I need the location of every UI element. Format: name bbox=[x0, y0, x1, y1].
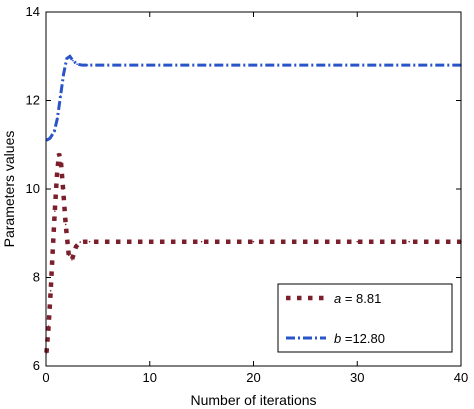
series-b-line bbox=[45, 54, 461, 142]
legend-var-b: b bbox=[334, 331, 341, 346]
data-point-a bbox=[54, 210, 56, 212]
data-point-b bbox=[408, 64, 410, 66]
legend-value-b: =12.80 bbox=[341, 331, 385, 346]
data-point-a bbox=[56, 174, 58, 177]
data-point-b bbox=[69, 55, 71, 58]
data-point-b bbox=[97, 64, 99, 66]
data-point-b bbox=[59, 95, 62, 97]
data-point-b bbox=[356, 64, 359, 66]
data-point-a bbox=[75, 245, 77, 248]
series-a bbox=[44, 152, 462, 354]
data-point-b bbox=[53, 130, 56, 133]
data-point-a bbox=[252, 240, 255, 243]
y-tick-label: 8 bbox=[33, 270, 40, 285]
legend-value-a: = 8.81 bbox=[341, 291, 381, 306]
data-point-b bbox=[62, 73, 65, 75]
series-a-line bbox=[44, 153, 461, 353]
data-point-a bbox=[49, 289, 52, 292]
data-point-b bbox=[76, 63, 78, 66]
data-point-b bbox=[200, 64, 203, 66]
data-point-a bbox=[47, 325, 50, 327]
data-point-a bbox=[58, 152, 60, 155]
y-tick-label: 14 bbox=[26, 4, 40, 19]
x-axis-label: Number of iterations bbox=[190, 392, 316, 408]
data-point-a bbox=[79, 241, 82, 243]
data-point-a bbox=[88, 240, 91, 243]
ticks-layer: 0 10 20 30 40 6 8 10 12 14 bbox=[26, 4, 469, 385]
data-point-b bbox=[49, 137, 51, 139]
legend-entry-a: a = 8.81 bbox=[334, 291, 381, 306]
x-tick-label: 20 bbox=[246, 370, 260, 385]
x-tick-label: 10 bbox=[143, 370, 157, 385]
data-point-b bbox=[56, 117, 59, 119]
legend-entry-b: b =12.80 bbox=[334, 331, 385, 346]
y-axis-label: Parameters values bbox=[1, 131, 17, 248]
data-point-a bbox=[408, 240, 410, 243]
x-tick-label: 30 bbox=[350, 370, 364, 385]
data-point-b bbox=[252, 64, 255, 66]
data-point-b bbox=[81, 64, 84, 66]
data-point-a bbox=[304, 240, 307, 243]
y-tick-label: 6 bbox=[33, 358, 40, 373]
data-point-b bbox=[148, 64, 151, 66]
data-point-a bbox=[62, 188, 64, 190]
y-tick-label: 12 bbox=[26, 93, 40, 108]
data-point-a bbox=[60, 161, 62, 164]
data-point-a bbox=[356, 240, 359, 243]
data-point-a bbox=[68, 254, 70, 257]
y-tick-label: 10 bbox=[26, 181, 40, 196]
data-point-a bbox=[148, 240, 151, 243]
data-point-a bbox=[71, 259, 73, 261]
series-b bbox=[45, 54, 462, 142]
data-point-b bbox=[65, 57, 68, 60]
legend-var-a: a bbox=[334, 291, 341, 306]
data-point-a bbox=[107, 240, 110, 243]
data-point-a bbox=[64, 223, 67, 226]
x-tick-label: 0 bbox=[42, 370, 49, 385]
data-point-a bbox=[51, 250, 54, 252]
data-point-b bbox=[72, 59, 74, 62]
legend: a = 8.81 b =12.80 bbox=[277, 283, 453, 353]
data-point-a bbox=[83, 240, 86, 243]
x-tick-label: 40 bbox=[454, 370, 468, 385]
data-point-b bbox=[86, 64, 89, 66]
data-point-b bbox=[304, 64, 307, 66]
legend-box bbox=[277, 283, 453, 353]
data-point-a bbox=[200, 240, 203, 243]
